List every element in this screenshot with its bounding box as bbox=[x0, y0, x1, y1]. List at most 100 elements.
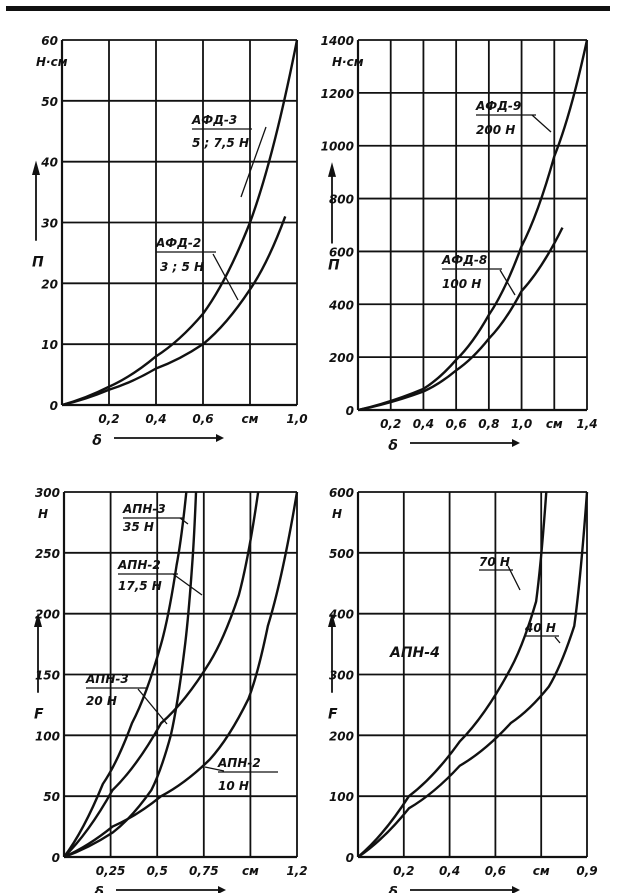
y-tick-label: 40 bbox=[40, 156, 58, 170]
y-tick-label: 20 bbox=[41, 277, 58, 291]
x-tick-label: 1,0 bbox=[286, 412, 307, 426]
series-leader bbox=[179, 517, 189, 525]
y-tick-label: 150 bbox=[35, 669, 60, 683]
x-axis-arrowhead bbox=[216, 434, 224, 442]
series-force: 20 Н bbox=[86, 694, 117, 708]
y-tick-label: 0 bbox=[346, 404, 354, 418]
x-tick-label: 0,25 bbox=[96, 864, 126, 878]
y-tick-label: 100 bbox=[35, 729, 60, 743]
x-tick-label: 0,2 bbox=[393, 864, 414, 878]
y-tick-label: 500 bbox=[329, 547, 354, 561]
series-curve bbox=[357, 39, 589, 412]
y-axis-arrowhead bbox=[328, 612, 336, 628]
y-tick-label: 0 bbox=[52, 851, 60, 865]
x-tick-label: см bbox=[533, 864, 550, 878]
y-tick-label: 0 bbox=[50, 399, 58, 413]
series-leader bbox=[531, 114, 552, 133]
series-curve bbox=[63, 491, 260, 858]
x-tick-label: см bbox=[546, 417, 563, 431]
series-name: АПН-3 bbox=[122, 502, 166, 516]
series-name: АФД-9 bbox=[475, 99, 521, 113]
series-leader bbox=[137, 688, 168, 725]
y-axis-label: П bbox=[328, 257, 340, 273]
y-tick-label: 600 bbox=[329, 486, 354, 500]
series-leader bbox=[554, 636, 561, 644]
series-force: 5 ; 7,5 Н bbox=[192, 136, 249, 150]
series-curve bbox=[63, 491, 198, 859]
y-axis-label: F bbox=[328, 706, 338, 722]
y-tick-label: 1200 bbox=[321, 87, 354, 101]
series-force: 3 ; 5 Н bbox=[160, 260, 204, 274]
y-tick-label: 50 bbox=[41, 95, 58, 109]
series-force: 70 Н bbox=[479, 555, 510, 569]
y-tick-label: 10 bbox=[41, 338, 58, 352]
x-tick-label: 0,2 bbox=[98, 412, 119, 426]
y-tick-label: 0 bbox=[346, 851, 354, 865]
series-name: АПН-3 bbox=[85, 672, 129, 686]
x-tick-label: 0,4 bbox=[413, 417, 434, 431]
series-leader bbox=[172, 573, 203, 596]
series-leader bbox=[240, 126, 267, 198]
x-axis-arrowhead bbox=[512, 439, 520, 447]
series-name: АПН-2 bbox=[217, 756, 261, 770]
x-tick-label: 0,9 bbox=[576, 864, 597, 878]
series-force: 200 Н bbox=[476, 123, 515, 137]
y-tick-label: 30 bbox=[41, 217, 58, 231]
series-force: 100 Н bbox=[442, 277, 481, 291]
y-unit-label: Н·см bbox=[332, 55, 364, 69]
y-axis-arrowhead bbox=[32, 160, 40, 176]
y-tick-label: 300 bbox=[35, 486, 60, 500]
series-force: 10 Н bbox=[218, 779, 249, 793]
series-curve bbox=[61, 39, 299, 407]
panel-annotation: АПН-4 bbox=[389, 645, 440, 661]
x-tick-label: 0,5 bbox=[147, 864, 168, 878]
x-axis-arrowhead bbox=[512, 886, 520, 893]
y-tick-label: 1400 bbox=[321, 34, 354, 48]
series-curve bbox=[63, 491, 299, 859]
x-axis-label: δ bbox=[388, 885, 398, 893]
series-name: АПН-2 bbox=[117, 558, 161, 572]
y-tick-label: 600 bbox=[329, 245, 354, 259]
x-axis-arrowhead bbox=[218, 886, 226, 893]
y-tick-label: 400 bbox=[328, 298, 354, 312]
y-unit-label: Н bbox=[38, 507, 48, 521]
series-leader bbox=[204, 766, 225, 772]
y-axis-label: П bbox=[32, 254, 44, 270]
series-curve bbox=[357, 227, 564, 412]
series-name: АФД-8 bbox=[441, 253, 487, 267]
y-tick-label: 300 bbox=[329, 669, 354, 683]
series-force: 35 Н bbox=[123, 520, 154, 534]
y-tick-label: 200 bbox=[329, 351, 354, 365]
series-leader bbox=[499, 269, 516, 296]
series-force: 40 Н bbox=[524, 621, 556, 635]
y-tick-label: 250 bbox=[35, 547, 60, 561]
x-axis-label: δ bbox=[388, 438, 398, 454]
series-leader bbox=[507, 565, 521, 591]
x-tick-label: 0,75 bbox=[189, 864, 219, 878]
y-tick-label: 100 bbox=[329, 790, 354, 804]
x-axis-label: δ bbox=[94, 885, 104, 893]
series-curve bbox=[63, 491, 188, 858]
x-tick-label: 1,4 bbox=[576, 417, 597, 431]
x-tick-label: см bbox=[242, 412, 259, 426]
top-rule bbox=[6, 6, 610, 11]
x-tick-label: 0,8 bbox=[478, 417, 499, 431]
x-tick-label: 0,6 bbox=[192, 412, 213, 426]
series-name: АФД-3 bbox=[191, 113, 237, 127]
x-tick-label: см bbox=[242, 864, 259, 878]
series-curve bbox=[357, 491, 548, 858]
x-axis-label: δ bbox=[92, 433, 102, 449]
x-tick-label: 0,4 bbox=[439, 864, 460, 878]
y-tick-label: 1000 bbox=[321, 140, 354, 154]
x-tick-label: 0,4 bbox=[145, 412, 166, 426]
y-tick-label: 60 bbox=[41, 34, 58, 48]
y-axis-label: F bbox=[34, 706, 44, 722]
y-axis-arrowhead bbox=[34, 612, 42, 628]
x-tick-label: 1,2 bbox=[286, 864, 307, 878]
series-curve bbox=[61, 215, 287, 407]
x-tick-label: 0,6 bbox=[485, 864, 506, 878]
series-leader bbox=[212, 253, 239, 301]
y-tick-label: 800 bbox=[329, 193, 354, 207]
y-tick-label: 400 bbox=[328, 608, 354, 622]
y-unit-label: Н·см bbox=[36, 55, 68, 69]
